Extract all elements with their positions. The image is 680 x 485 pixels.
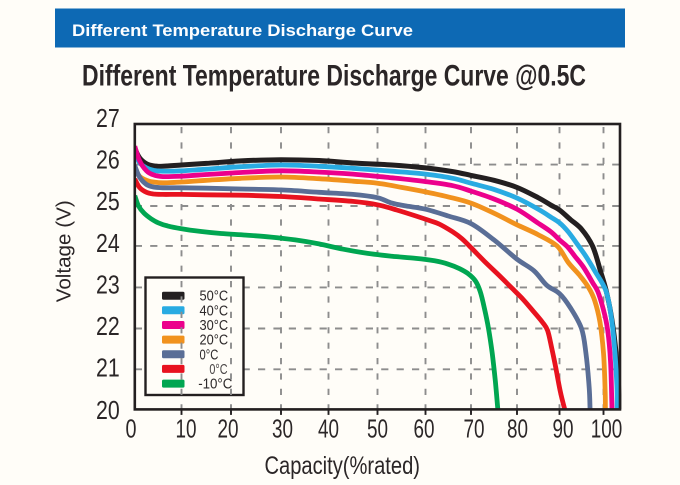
svg-text:Different Temperature Discharg: Different Temperature Discharge Curve @0… (82, 60, 586, 93)
svg-text:Voltage (V): Voltage (V) (53, 200, 76, 302)
svg-text:21: 21 (96, 353, 120, 383)
svg-text:27: 27 (96, 103, 120, 133)
svg-text:90: 90 (553, 414, 574, 444)
svg-text:0°C: 0°C (200, 347, 219, 363)
svg-text:30: 30 (272, 414, 293, 444)
svg-text:26: 26 (96, 145, 120, 175)
svg-text:40°C: 40°C (200, 303, 229, 319)
svg-text:60: 60 (414, 414, 435, 444)
svg-text:Capacity(%rated): Capacity(%rated) (265, 452, 421, 480)
svg-text:20°C: 20°C (200, 333, 229, 349)
svg-text:100: 100 (591, 414, 623, 444)
svg-text:10: 10 (176, 414, 197, 444)
svg-text:0°C: 0°C (209, 362, 227, 378)
svg-text:50°C: 50°C (200, 289, 229, 305)
svg-text:24: 24 (96, 228, 120, 258)
svg-text:23: 23 (96, 269, 120, 299)
svg-text:Different Temperature Discharg: Different Temperature Discharge Curve (72, 21, 413, 40)
svg-text:25: 25 (96, 186, 120, 216)
svg-text:50: 50 (367, 414, 388, 444)
svg-text:-10°C: -10°C (198, 377, 232, 393)
svg-text:30°C: 30°C (200, 318, 229, 334)
svg-text:20: 20 (96, 395, 120, 425)
svg-text:20: 20 (218, 414, 239, 444)
svg-text:70: 70 (464, 414, 485, 444)
svg-text:40: 40 (318, 414, 339, 444)
svg-text:0: 0 (126, 414, 137, 444)
svg-text:22: 22 (96, 311, 120, 341)
svg-text:80: 80 (507, 414, 528, 444)
